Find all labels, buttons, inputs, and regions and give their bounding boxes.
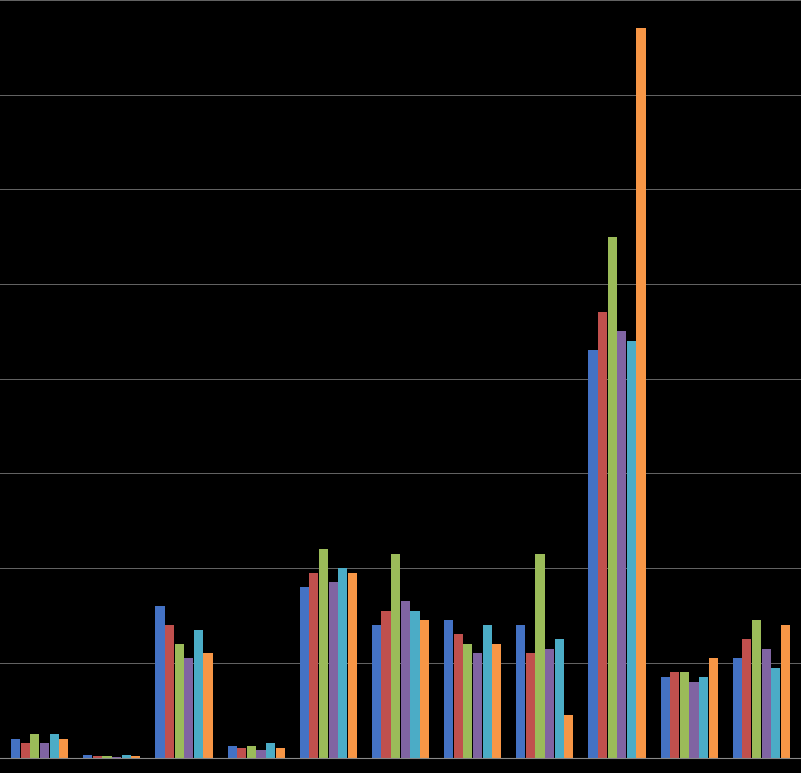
Bar: [122, 754, 131, 758]
Bar: [372, 625, 381, 758]
Bar: [598, 312, 607, 758]
Bar: [627, 341, 636, 758]
Bar: [752, 620, 761, 758]
Bar: [256, 750, 266, 758]
Bar: [661, 677, 670, 758]
Bar: [276, 748, 285, 758]
Bar: [535, 554, 545, 758]
Bar: [565, 715, 574, 758]
Bar: [247, 746, 256, 758]
Bar: [227, 746, 236, 758]
Bar: [410, 611, 420, 758]
Bar: [608, 237, 617, 758]
Bar: [554, 639, 564, 758]
Bar: [381, 611, 391, 758]
Bar: [680, 673, 689, 758]
Bar: [420, 620, 429, 758]
Bar: [319, 549, 328, 758]
Bar: [589, 350, 598, 758]
Bar: [637, 29, 646, 758]
Bar: [670, 673, 679, 758]
Bar: [184, 658, 193, 758]
Bar: [463, 644, 473, 758]
Bar: [771, 668, 780, 758]
Bar: [781, 625, 790, 758]
Bar: [112, 757, 121, 758]
Bar: [300, 587, 309, 758]
Bar: [690, 682, 698, 758]
Bar: [103, 756, 111, 758]
Bar: [93, 756, 102, 758]
Bar: [165, 625, 174, 758]
Bar: [131, 756, 140, 758]
Bar: [762, 649, 771, 758]
Bar: [309, 573, 319, 758]
Bar: [83, 754, 92, 758]
Bar: [400, 601, 410, 758]
Bar: [59, 739, 68, 758]
Bar: [391, 554, 400, 758]
Bar: [733, 658, 742, 758]
Bar: [175, 644, 183, 758]
Bar: [473, 653, 482, 758]
Bar: [266, 744, 276, 758]
Bar: [50, 734, 58, 758]
Bar: [453, 635, 463, 758]
Bar: [709, 658, 718, 758]
Bar: [699, 677, 708, 758]
Bar: [30, 734, 39, 758]
Bar: [237, 748, 247, 758]
Bar: [444, 620, 453, 758]
Bar: [203, 653, 212, 758]
Bar: [194, 630, 203, 758]
Bar: [743, 639, 751, 758]
Bar: [516, 625, 525, 758]
Bar: [525, 653, 535, 758]
Bar: [155, 606, 164, 758]
Bar: [328, 582, 338, 758]
Bar: [21, 744, 30, 758]
Bar: [11, 739, 20, 758]
Bar: [40, 744, 49, 758]
Bar: [338, 568, 348, 758]
Bar: [492, 644, 501, 758]
Bar: [618, 332, 626, 758]
Bar: [348, 573, 357, 758]
Bar: [545, 649, 554, 758]
Bar: [482, 625, 492, 758]
